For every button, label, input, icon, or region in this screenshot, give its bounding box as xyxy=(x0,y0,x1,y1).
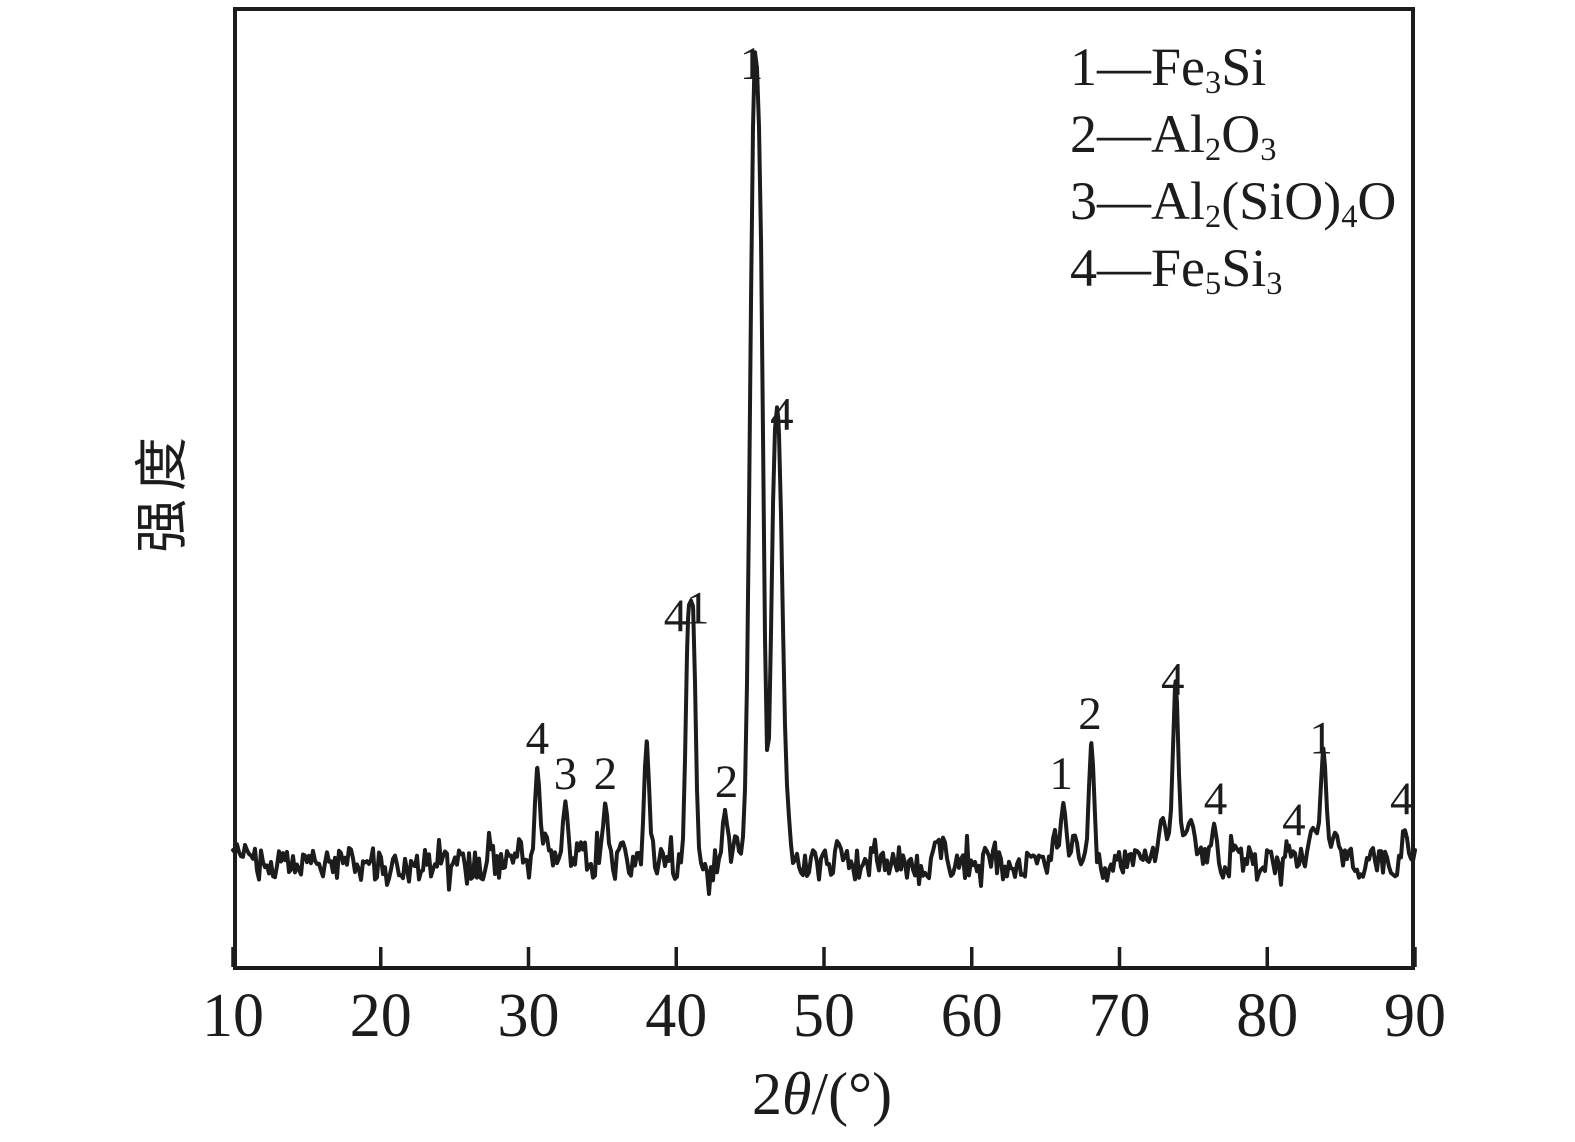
peak-label-1: 1 xyxy=(1309,713,1333,765)
x-tick-label: 30 xyxy=(498,982,560,1050)
legend-dash: — xyxy=(1097,104,1151,164)
legend-formula-segment: Si xyxy=(1221,238,1267,298)
legend-dash: — xyxy=(1097,37,1151,97)
x-tick-label: 50 xyxy=(793,982,855,1050)
peak-label-1: 1 xyxy=(686,582,710,634)
peak-label-1: 1 xyxy=(1049,748,1073,800)
legend-dash: — xyxy=(1097,171,1151,231)
legend-formula-segment: 4 xyxy=(1341,198,1358,235)
peak-label-4: 4 xyxy=(1390,773,1414,825)
peak-label-4: 4 xyxy=(1282,794,1306,846)
legend-formula-segment: 2 xyxy=(1205,131,1222,168)
x-tick-label: 60 xyxy=(941,982,1003,1050)
plot-border xyxy=(233,7,1415,970)
legend-formula-segment: 3 xyxy=(1266,265,1283,302)
legend-formula-segment: (SiO) xyxy=(1221,171,1342,231)
legend-formula-segment: 3 xyxy=(1205,64,1222,101)
xrd-trace xyxy=(231,50,1417,896)
y-axis-label: 强度 xyxy=(132,429,193,553)
x-axis-label-pre: 2 xyxy=(751,1061,782,1127)
peak-label-3: 3 xyxy=(554,748,578,800)
peak-label-4: 4 xyxy=(1204,773,1228,825)
legend-entry-1: 1—Fe3Si xyxy=(1070,34,1396,101)
legend-dash: — xyxy=(1097,238,1151,298)
x-tick-label: 70 xyxy=(1089,982,1151,1050)
legend-formula-segment: Al xyxy=(1151,104,1205,164)
x-tick-label: 90 xyxy=(1384,982,1446,1050)
legend-formula-segment: Al xyxy=(1151,171,1205,231)
legend-marker: 4 xyxy=(1070,238,1097,298)
peak-label-2: 2 xyxy=(1078,688,1102,740)
x-tick-label: 80 xyxy=(1236,982,1298,1050)
legend-formula-segment: Fe xyxy=(1151,238,1205,298)
legend-formula-segment: O xyxy=(1221,104,1261,164)
x-axis-label-theta: θ xyxy=(781,1061,812,1127)
legend-formula-segment: 5 xyxy=(1205,265,1222,302)
legend-marker: 2 xyxy=(1070,104,1097,164)
legend-formula-segment: Fe xyxy=(1151,37,1205,97)
legend-entry-2: 2—Al2O3 xyxy=(1070,101,1396,168)
x-axis-label-post: /(°) xyxy=(811,1061,893,1127)
peak-label-2: 2 xyxy=(715,756,739,808)
peak-label-4: 4 xyxy=(664,590,688,642)
legend-marker: 3 xyxy=(1070,171,1097,231)
legend-entry-4: 4—Fe5Si3 xyxy=(1070,235,1396,302)
legend: 1—Fe3Si 2—Al2O3 3—Al2(SiO)4O 4—Fe5Si3 xyxy=(1070,34,1396,302)
legend-entry-3: 3—Al2(SiO)4O xyxy=(1070,168,1396,235)
legend-formula-segment: 3 xyxy=(1260,131,1277,168)
peak-label-4: 4 xyxy=(1161,653,1185,705)
peak-label-2: 2 xyxy=(594,748,618,800)
legend-marker: 1 xyxy=(1070,37,1097,97)
peak-label-1: 1 xyxy=(740,38,764,90)
legend-formula-segment: Si xyxy=(1221,37,1267,97)
x-tick-label: 40 xyxy=(645,982,707,1050)
x-tick-label: 10 xyxy=(202,982,264,1050)
peak-label-4: 4 xyxy=(770,388,794,440)
x-tick-label: 20 xyxy=(350,982,412,1050)
x-axis-label: 2θ/(°) xyxy=(752,1060,892,1129)
peak-label-4: 4 xyxy=(526,713,550,765)
legend-formula-segment: O xyxy=(1357,171,1397,231)
legend-formula-segment: 2 xyxy=(1205,198,1222,235)
